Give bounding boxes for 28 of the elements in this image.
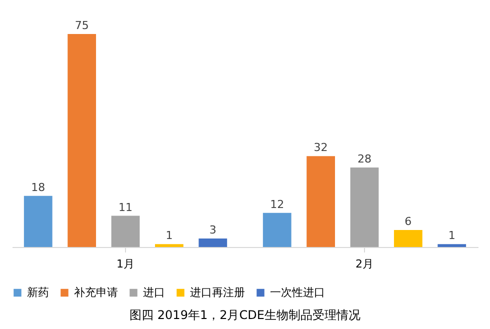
- data-label: 3: [209, 223, 216, 236]
- data-label: 75: [74, 19, 89, 32]
- legend-label: 进口再注册: [190, 286, 245, 299]
- bar: [111, 216, 140, 247]
- legend-label: 新药: [27, 286, 49, 299]
- bar: [394, 230, 422, 247]
- bar: [198, 238, 228, 247]
- data-label: 18: [31, 180, 46, 194]
- bar: [438, 244, 466, 247]
- data-label: 32: [314, 141, 328, 154]
- bar: [262, 212, 292, 247]
- data-label: 6: [404, 214, 412, 228]
- data-label: 1: [166, 229, 173, 242]
- bar: [68, 34, 96, 247]
- data-label: 1: [448, 229, 456, 242]
- bar: [155, 244, 184, 247]
- data-label: 28: [357, 152, 372, 166]
- text: 图四 2019年1，2月CDE生物制品受理情况: [130, 308, 360, 322]
- data-label: 12: [270, 198, 284, 211]
- bar: [350, 167, 379, 247]
- x-tick-label: 1月: [116, 258, 135, 270]
- legend-label: 补充申请: [74, 286, 118, 299]
- x-tick-label: 2月: [355, 258, 374, 270]
- legend-label: 一次性进口: [270, 286, 325, 299]
- bar: [24, 196, 52, 247]
- legend-label: 进口: [143, 286, 165, 299]
- data-label: 11: [118, 200, 133, 214]
- bar: [306, 156, 335, 247]
